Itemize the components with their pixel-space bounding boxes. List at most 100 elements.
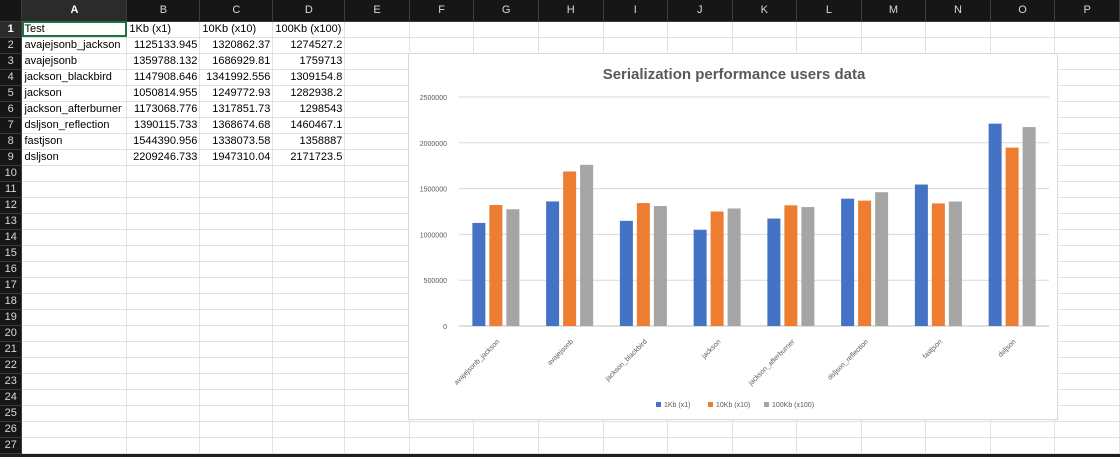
cell-E18[interactable]: [344, 293, 410, 310]
cell-L27[interactable]: [796, 437, 862, 454]
cell-C13[interactable]: [199, 213, 274, 230]
cell-D24[interactable]: [272, 389, 346, 406]
column-header-F[interactable]: F: [409, 0, 475, 22]
cell-A22[interactable]: [21, 357, 128, 374]
column-header-O[interactable]: O: [990, 0, 1056, 22]
row-header-21[interactable]: 21: [0, 341, 23, 358]
cell-A9[interactable]: dsljson: [21, 149, 128, 166]
cell-O1[interactable]: [990, 21, 1056, 38]
cell-P16[interactable]: [1054, 261, 1120, 278]
cell-E22[interactable]: [344, 357, 410, 374]
cell-C19[interactable]: [199, 309, 274, 326]
cell-P25[interactable]: [1054, 405, 1120, 422]
cell-P1[interactable]: [1054, 21, 1120, 38]
cell-F2[interactable]: [409, 37, 475, 54]
cell-I2[interactable]: [603, 37, 669, 54]
cell-E21[interactable]: [344, 341, 410, 358]
cell-I27[interactable]: [603, 437, 669, 454]
cell-P6[interactable]: [1054, 101, 1120, 118]
cell-E9[interactable]: [344, 149, 410, 166]
cell-P10[interactable]: [1054, 165, 1120, 182]
cell-L2[interactable]: [796, 37, 862, 54]
cell-D8[interactable]: 1358887: [272, 133, 346, 150]
cell-E10[interactable]: [344, 165, 410, 182]
cell-P13[interactable]: [1054, 213, 1120, 230]
cell-K2[interactable]: [732, 37, 798, 54]
cell-A12[interactable]: [21, 197, 128, 214]
cell-A2[interactable]: avajejsonb_jackson: [21, 37, 128, 54]
cell-E7[interactable]: [344, 117, 410, 134]
cell-E6[interactable]: [344, 101, 410, 118]
cell-D20[interactable]: [272, 325, 346, 342]
cell-M2[interactable]: [861, 37, 927, 54]
cell-E5[interactable]: [344, 85, 410, 102]
column-header-M[interactable]: M: [861, 0, 927, 22]
cell-A19[interactable]: [21, 309, 128, 326]
cell-E25[interactable]: [344, 405, 410, 422]
row-header-7[interactable]: 7: [0, 117, 23, 134]
cell-A20[interactable]: [21, 325, 128, 342]
cell-D3[interactable]: 1759713: [272, 53, 346, 70]
bar-chart[interactable]: Serialization performance users data 0 500…: [408, 53, 1058, 420]
cell-C3[interactable]: 1686929.81: [199, 53, 274, 70]
cell-P24[interactable]: [1054, 389, 1120, 406]
cell-A3[interactable]: avajejsonb: [21, 53, 128, 70]
cell-A24[interactable]: [21, 389, 128, 406]
column-header-K[interactable]: K: [732, 0, 798, 22]
cell-A21[interactable]: [21, 341, 128, 358]
cell-B13[interactable]: [126, 213, 201, 230]
cell-B1[interactable]: 1Kb (x1): [126, 21, 201, 38]
cell-A8[interactable]: fastjson: [21, 133, 128, 150]
cell-B24[interactable]: [126, 389, 201, 406]
cell-H26[interactable]: [538, 421, 604, 438]
cell-K27[interactable]: [732, 437, 798, 454]
cell-D7[interactable]: 1460467.1: [272, 117, 346, 134]
cell-E3[interactable]: [344, 53, 410, 70]
cell-E12[interactable]: [344, 197, 410, 214]
row-header-2[interactable]: 2: [0, 37, 23, 54]
cell-B18[interactable]: [126, 293, 201, 310]
cell-C20[interactable]: [199, 325, 274, 342]
cell-D26[interactable]: [272, 421, 346, 438]
row-header-4[interactable]: 4: [0, 69, 23, 86]
cell-D9[interactable]: 2171723.5: [272, 149, 346, 166]
cell-A16[interactable]: [21, 261, 128, 278]
cell-E2[interactable]: [344, 37, 410, 54]
cell-P15[interactable]: [1054, 245, 1120, 262]
cell-B8[interactable]: 1544390.956: [126, 133, 201, 150]
cell-G26[interactable]: [473, 421, 539, 438]
row-header-20[interactable]: 20: [0, 325, 23, 342]
row-header-23[interactable]: 23: [0, 373, 23, 390]
cell-N26[interactable]: [925, 421, 991, 438]
cell-D23[interactable]: [272, 373, 346, 390]
cell-A18[interactable]: [21, 293, 128, 310]
cell-N2[interactable]: [925, 37, 991, 54]
row-header-8[interactable]: 8: [0, 133, 23, 150]
column-header-G[interactable]: G: [473, 0, 539, 22]
column-header-B[interactable]: B: [126, 0, 201, 22]
cell-P19[interactable]: [1054, 309, 1120, 326]
cell-A25[interactable]: [21, 405, 128, 422]
cell-C23[interactable]: [199, 373, 274, 390]
cell-B15[interactable]: [126, 245, 201, 262]
cell-B19[interactable]: [126, 309, 201, 326]
cell-C26[interactable]: [199, 421, 274, 438]
cell-C14[interactable]: [199, 229, 274, 246]
cell-D16[interactable]: [272, 261, 346, 278]
row-header-14[interactable]: 14: [0, 229, 23, 246]
cell-A5[interactable]: jackson: [21, 85, 128, 102]
cell-D18[interactable]: [272, 293, 346, 310]
cell-E4[interactable]: [344, 69, 410, 86]
row-header-24[interactable]: 24: [0, 389, 23, 406]
cell-C21[interactable]: [199, 341, 274, 358]
cell-B4[interactable]: 1147908.646: [126, 69, 201, 86]
cell-E15[interactable]: [344, 245, 410, 262]
cell-J27[interactable]: [667, 437, 733, 454]
cell-H1[interactable]: [538, 21, 604, 38]
cell-D19[interactable]: [272, 309, 346, 326]
cell-B10[interactable]: [126, 165, 201, 182]
cell-B23[interactable]: [126, 373, 201, 390]
cell-D2[interactable]: 1274527.2: [272, 37, 346, 54]
row-header-26[interactable]: 26: [0, 421, 23, 438]
cell-D1[interactable]: 100Kb (x100): [272, 21, 346, 38]
